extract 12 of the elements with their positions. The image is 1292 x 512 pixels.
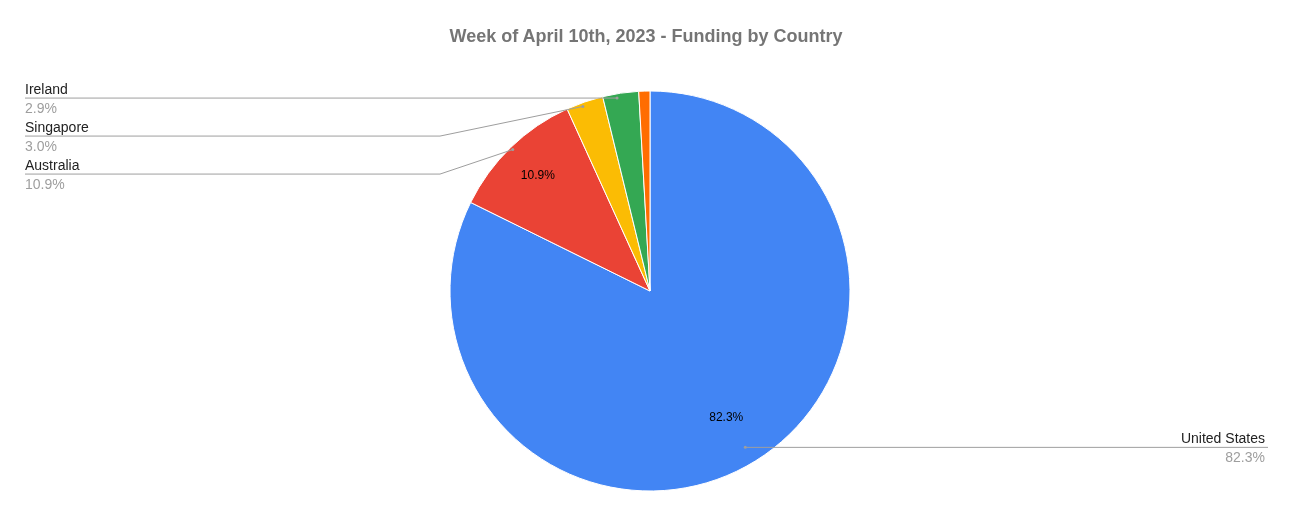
data-label: 2.9% — [25, 100, 57, 117]
slice-label: United States — [1180, 430, 1265, 447]
chart-title: Week of April 10th, 2023 - Funding by Country — [448, 26, 844, 47]
data-label: 10.9% — [520, 168, 556, 183]
text: 10.9% — [25, 176, 65, 193]
slice-label: Singapore — [25, 119, 90, 136]
data-label: 3.0% — [25, 138, 57, 155]
text: 82.3% — [1225, 449, 1265, 466]
pie-slice — [449, 90, 851, 492]
slice-label: Ireland — [25, 81, 68, 98]
data-label: 82.3% — [709, 409, 744, 424]
slice-label: Australia — [25, 157, 80, 174]
